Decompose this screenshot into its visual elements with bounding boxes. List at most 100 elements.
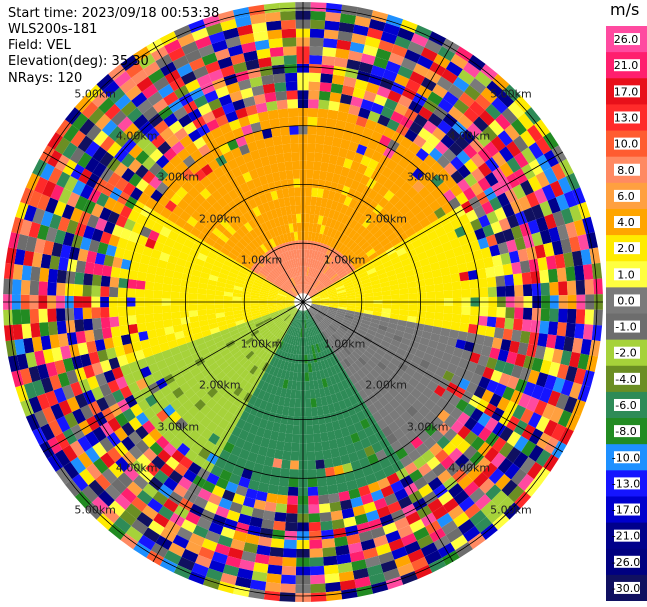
velocity-gate (108, 500, 126, 517)
velocity-gate (257, 536, 272, 547)
velocity-gate (282, 242, 288, 253)
velocity-gate (100, 307, 110, 318)
velocity-gate (338, 147, 349, 159)
velocity-gate (346, 59, 361, 71)
velocity-gate (324, 20, 340, 31)
velocity-gate (330, 510, 344, 521)
velocity-gate (551, 163, 566, 181)
velocity-gate (94, 338, 106, 352)
velocity-gate (273, 520, 286, 531)
velocity-gate (279, 2, 296, 12)
velocity-gate (243, 542, 258, 554)
velocity-gate (549, 281, 559, 296)
velocity-gate (337, 291, 347, 296)
velocity-gate (235, 456, 248, 469)
velocity-gate (219, 328, 230, 336)
velocity-gate (326, 367, 334, 377)
velocity-gate (131, 251, 143, 263)
velocity-gate (227, 453, 239, 466)
velocity-gate (280, 322, 287, 331)
velocity-gate (288, 353, 294, 363)
velocity-gate (181, 180, 194, 193)
velocity-gate (358, 135, 371, 148)
velocity-gate (434, 140, 449, 155)
velocity-gate (332, 527, 347, 539)
velocity-gate (519, 222, 532, 237)
velocity-gate (438, 359, 450, 371)
velocity-gate (445, 61, 463, 77)
velocity-gate (386, 376, 397, 388)
velocity-gate (356, 410, 367, 422)
velocity-gate (155, 435, 170, 450)
velocity-gate (257, 245, 266, 256)
velocity-gate (430, 161, 444, 175)
velocity-gate (267, 439, 278, 450)
velocity-gate (58, 399, 73, 416)
velocity-gate (336, 267, 346, 276)
velocity-gate (135, 314, 146, 324)
velocity-gate (314, 388, 321, 399)
velocity-gate (308, 277, 314, 286)
velocity-gate (220, 247, 231, 256)
velocity-gate (394, 266, 405, 275)
velocity-gate (469, 509, 487, 527)
velocity-gate (167, 380, 180, 392)
velocity-gate (404, 227, 416, 238)
velocity-gate (355, 115, 368, 128)
velocity-gate (12, 263, 24, 280)
velocity-gate (176, 257, 187, 267)
velocity-gate (345, 286, 355, 292)
velocity-gate (265, 210, 274, 221)
velocity-gate (168, 410, 182, 424)
velocity-gate (327, 258, 336, 267)
velocity-gate (283, 271, 290, 281)
velocity-gate (362, 386, 373, 397)
velocity-gate (551, 348, 564, 364)
velocity-gate (197, 102, 212, 116)
velocity-gate (265, 173, 275, 184)
colorbar-tick-background (614, 216, 640, 229)
velocity-gate (366, 267, 377, 275)
velocity-gate (162, 404, 176, 417)
velocity-gate (183, 238, 195, 249)
velocity-gate (167, 230, 179, 242)
velocity-gate (419, 375, 431, 387)
velocity-gate (20, 279, 31, 295)
velocity-gate (235, 15, 252, 28)
velocity-gate (309, 55, 323, 65)
velocity-gate (392, 334, 403, 343)
velocity-gate (143, 61, 161, 77)
velocity-gate (281, 284, 290, 292)
velocity-gate (285, 300, 295, 302)
velocity-gate (306, 178, 313, 188)
velocity-gate (138, 262, 149, 274)
velocity-gate (106, 447, 122, 463)
velocity-gate (582, 263, 594, 280)
velocity-gate (394, 226, 405, 238)
velocity-gate (217, 208, 229, 219)
velocity-gate (280, 574, 296, 585)
velocity-gate (452, 289, 462, 299)
velocity-gate (443, 175, 458, 190)
velocity-gate (352, 505, 366, 517)
velocity-gate (247, 479, 260, 491)
velocity-gate (293, 309, 299, 318)
velocity-gate (3, 278, 13, 295)
velocity-gate (380, 31, 398, 45)
velocity-gate (473, 472, 489, 488)
velocity-gate (319, 82, 332, 93)
velocity-gate (370, 130, 383, 143)
velocity-gate (267, 29, 283, 40)
velocity-gate (369, 322, 380, 329)
velocity-gate (164, 326, 175, 335)
velocity-gate (505, 285, 515, 297)
velocity-gate (64, 479, 82, 497)
velocity-gate (453, 489, 470, 506)
velocity-gate (74, 95, 92, 113)
velocity-gate (271, 313, 280, 319)
velocity-gate (119, 77, 137, 95)
velocity-gate (298, 354, 302, 364)
velocity-gate (125, 240, 137, 252)
velocity-gate (223, 411, 234, 423)
velocity-gate (224, 378, 235, 390)
